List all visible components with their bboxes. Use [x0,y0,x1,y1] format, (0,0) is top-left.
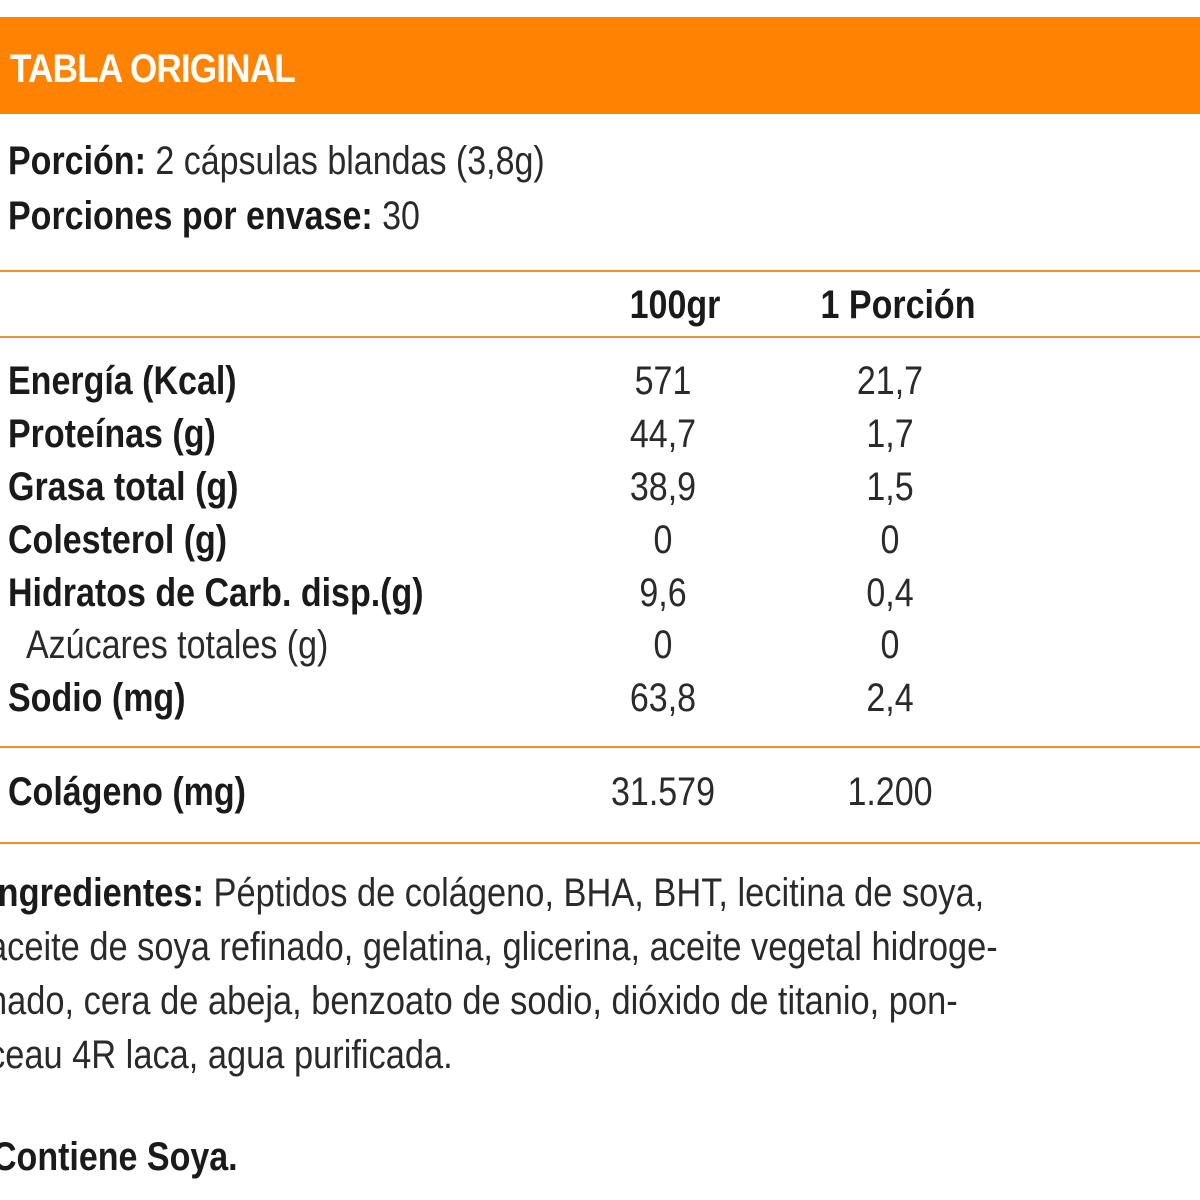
value-portion: 1,5 [866,465,914,509]
portion-value: 2 cápsulas blandas (3,8g) [155,139,545,183]
nutrient-label: Colesterol (g) [8,518,228,562]
value-portion: 0 [880,623,900,667]
value-100gr: 31.579 [611,770,715,814]
ingredients-text: Péptidos de colágeno, BHA, BHT, lecitina… [213,871,985,915]
ingredients-block: Ingredientes: Péptidos de colágeno, BHA,… [0,866,1072,1082]
table-row: Azúcares totales (g) 0 0 [0,618,1200,672]
table-row: Energía (Kcal) 571 21,7 [0,354,1200,408]
divider-collagen-top [0,746,1200,748]
value-portion: 2,4 [866,676,914,720]
value-100gr: 571 [634,359,692,403]
value-100gr: 63,8 [629,676,697,720]
value-portion: 0,4 [866,571,914,615]
table-row: Colesterol (g) 0 0 [0,513,1200,567]
portions-per-container-label: Porciones por envase: [8,194,373,238]
value-portion: 0 [880,518,900,562]
table-row: Hidratos de Carb. disp.(g) 9,6 0,4 [0,566,1200,620]
nutrient-sublabel: Azúcares totales (g) [26,623,329,667]
table-row: Grasa total (g) 38,9 1,5 [0,460,1200,514]
nutrient-label: Grasa total (g) [8,465,239,509]
table-row-collagen: Colágeno (mg) 31.579 1.200 [0,765,1200,819]
column-header-portion: 1 Porción [820,283,976,327]
ingredients-line: Ingredientes: Péptidos de colágeno, BHA,… [0,866,1072,920]
nutrient-label: Colágeno (mg) [8,770,246,814]
nutrient-label: Energía (Kcal) [8,359,237,403]
value-100gr: 44,7 [629,412,697,456]
portions-per-container-line: Porciones por envase: 30 [8,192,420,240]
portion-line: Porción: 2 cápsulas blandas (3,8g) [8,137,545,185]
allergen-statement: Contiene Soya. [0,1135,238,1179]
nutrient-label: Proteínas (g) [8,412,216,456]
header-bar [0,17,1200,114]
ingredients-line: aceite de soya refinado, gelatina, glice… [0,925,998,969]
divider-top [0,270,1200,272]
table-title: TABLA ORIGINAL [10,47,296,91]
column-header-100gr: 100gr [629,283,721,327]
value-100gr: 0 [653,518,673,562]
ingredients-line: nado, cera de abeja, benzoato de sodio, … [0,979,958,1023]
table-row: Sodio (mg) 63,8 2,4 [0,671,1200,725]
value-portion: 21,7 [856,359,924,403]
value-100gr: 0 [653,623,673,667]
table-row: Proteínas (g) 44,7 1,7 [0,407,1200,461]
ingredients-label: Ingredientes: [0,871,204,915]
nutrient-label: Hidratos de Carb. disp.(g) [8,571,424,615]
value-portion: 1.200 [847,770,933,814]
portions-per-container-value: 30 [382,194,420,238]
portion-label: Porción: [8,139,146,183]
value-portion: 1,7 [866,412,914,456]
nutrient-label: Sodio (mg) [8,676,186,720]
value-100gr: 38,9 [629,465,697,509]
value-100gr: 9,6 [639,571,687,615]
divider-bottom [0,842,1200,844]
ingredients-line: ceau 4R laca, agua purificada. [0,1033,453,1077]
divider-header [0,336,1200,338]
